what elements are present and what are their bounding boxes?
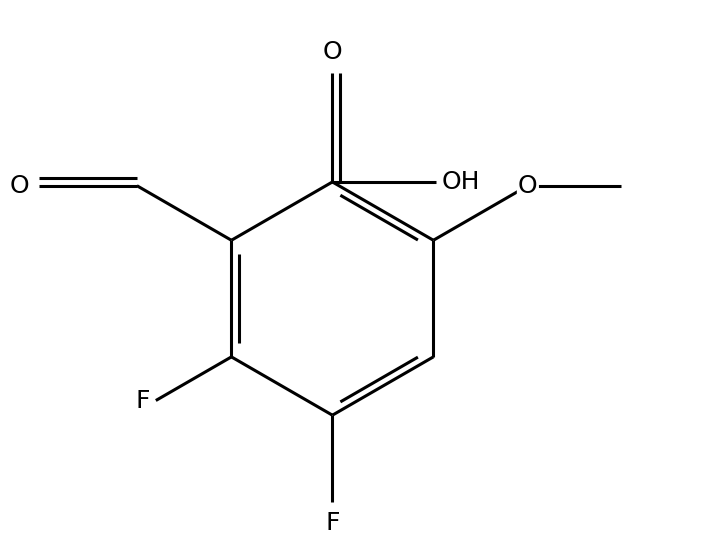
Text: F: F	[136, 389, 150, 412]
Text: O: O	[10, 174, 30, 198]
Text: O: O	[518, 174, 538, 198]
Text: F: F	[325, 512, 339, 535]
Text: OH: OH	[442, 170, 481, 194]
Text: O: O	[323, 40, 342, 64]
